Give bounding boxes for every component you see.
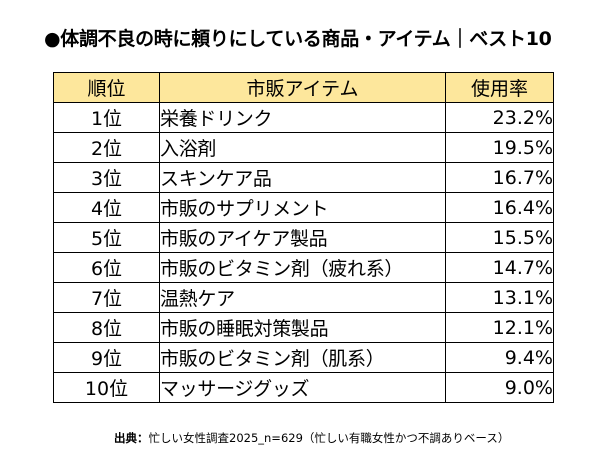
rate-cell: 13.1%: [445, 282, 554, 313]
rate-cell: 19.5%: [445, 132, 554, 163]
item-cell: 入浴剤: [159, 132, 446, 163]
chart-title: ●体調不良の時に頼りにしている商品・アイテム｜ベスト10: [44, 28, 552, 50]
item-cell: 市販のビタミン剤（疲れ系）: [159, 252, 446, 283]
rank-cell: 10位: [53, 372, 160, 403]
rate-cell: 23.2%: [445, 102, 554, 133]
item-cell: マッサージグッズ: [159, 372, 446, 403]
rate-cell: 16.7%: [445, 162, 554, 193]
column-header-item: 市販アイテム: [159, 72, 446, 103]
rank-cell: 6位: [53, 252, 160, 283]
rank-cell: 2位: [53, 132, 160, 163]
table-row: 6位 市販のビタミン剤（疲れ系） 14.7%: [53, 252, 554, 283]
table-row: 2位 入浴剤 19.5%: [53, 132, 554, 163]
rate-cell: 15.5%: [445, 222, 554, 253]
table-row: 3位 スキンケア品 16.7%: [53, 162, 554, 193]
column-header-rank: 順位: [53, 72, 160, 103]
item-cell: 市販のアイケア製品: [159, 222, 446, 253]
item-cell: 市販の睡眠対策製品: [159, 312, 446, 343]
rate-cell: 9.4%: [445, 342, 554, 373]
rate-cell: 16.4%: [445, 192, 554, 223]
source-note: 出典：忙しい女性調査2025_n=629（忙しい有職女性かつ不調ありベース）: [114, 430, 509, 446]
source-text: 忙しい女性調査2025_n=629（忙しい有職女性かつ不調ありベース）: [148, 431, 510, 445]
column-header-rate: 使用率: [445, 72, 554, 103]
rank-cell: 5位: [53, 222, 160, 253]
item-cell: 市販のビタミン剤（肌系）: [159, 342, 446, 373]
rank-cell: 4位: [53, 192, 160, 223]
table-row: 5位 市販のアイケア製品 15.5%: [53, 222, 554, 253]
table-row: 9位 市販のビタミン剤（肌系） 9.4%: [53, 342, 554, 373]
item-cell: 栄養ドリンク: [159, 102, 446, 133]
rate-cell: 12.1%: [445, 312, 554, 343]
rate-cell: 9.0%: [445, 372, 554, 403]
ranking-table: 順位 市販アイテム 使用率 1位 栄養ドリンク 23.2% 2位 入浴剤 19.…: [53, 72, 554, 403]
table-row: 7位 温熱ケア 13.1%: [53, 282, 554, 313]
item-cell: 温熱ケア: [159, 282, 446, 313]
rank-cell: 8位: [53, 312, 160, 343]
table-row: 10位 マッサージグッズ 9.0%: [53, 372, 554, 403]
item-cell: スキンケア品: [159, 162, 446, 193]
table-row: 8位 市販の睡眠対策製品 12.1%: [53, 312, 554, 343]
table-row: 1位 栄養ドリンク 23.2%: [53, 102, 554, 133]
rank-cell: 7位: [53, 282, 160, 313]
rank-cell: 3位: [53, 162, 160, 193]
rate-cell: 14.7%: [445, 252, 554, 283]
item-cell: 市販のサプリメント: [159, 192, 446, 223]
rank-cell: 1位: [53, 102, 160, 133]
table-header-row: 順位 市販アイテム 使用率: [53, 72, 554, 103]
table-row: 4位 市販のサプリメント 16.4%: [53, 192, 554, 223]
source-label: 出典：: [114, 431, 149, 445]
rank-cell: 9位: [53, 342, 160, 373]
